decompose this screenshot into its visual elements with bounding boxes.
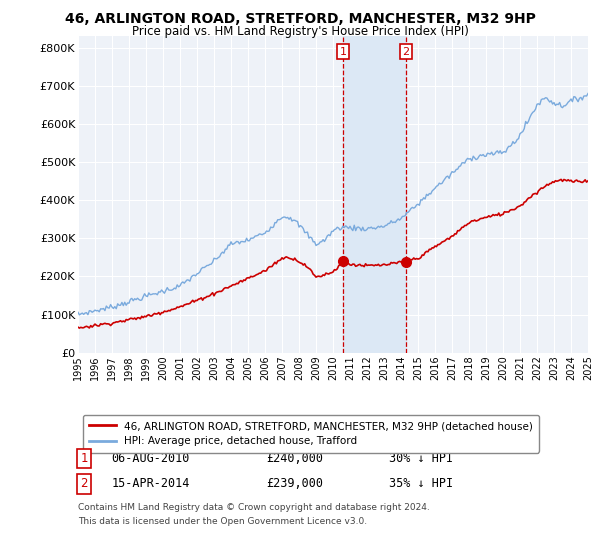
Text: This data is licensed under the Open Government Licence v3.0.: This data is licensed under the Open Gov…: [78, 517, 367, 526]
Text: 35% ↓ HPI: 35% ↓ HPI: [389, 478, 453, 491]
Text: 2: 2: [403, 46, 410, 57]
Text: 1: 1: [80, 452, 88, 465]
Text: 06-AUG-2010: 06-AUG-2010: [111, 452, 190, 465]
Text: 30% ↓ HPI: 30% ↓ HPI: [389, 452, 453, 465]
Bar: [343, 36, 406, 353]
Legend: 46, ARLINGTON ROAD, STRETFORD, MANCHESTER, M32 9HP (detached house), HPI: Averag: 46, ARLINGTON ROAD, STRETFORD, MANCHESTE…: [83, 415, 539, 452]
Text: Price paid vs. HM Land Registry's House Price Index (HPI): Price paid vs. HM Land Registry's House …: [131, 25, 469, 38]
Text: 1: 1: [340, 46, 347, 57]
Text: £239,000: £239,000: [266, 478, 324, 491]
Text: Contains HM Land Registry data © Crown copyright and database right 2024.: Contains HM Land Registry data © Crown c…: [78, 503, 430, 512]
Text: 2: 2: [80, 478, 88, 491]
Text: 15-APR-2014: 15-APR-2014: [111, 478, 190, 491]
Text: £240,000: £240,000: [266, 452, 324, 465]
Text: 46, ARLINGTON ROAD, STRETFORD, MANCHESTER, M32 9HP: 46, ARLINGTON ROAD, STRETFORD, MANCHESTE…: [65, 12, 535, 26]
